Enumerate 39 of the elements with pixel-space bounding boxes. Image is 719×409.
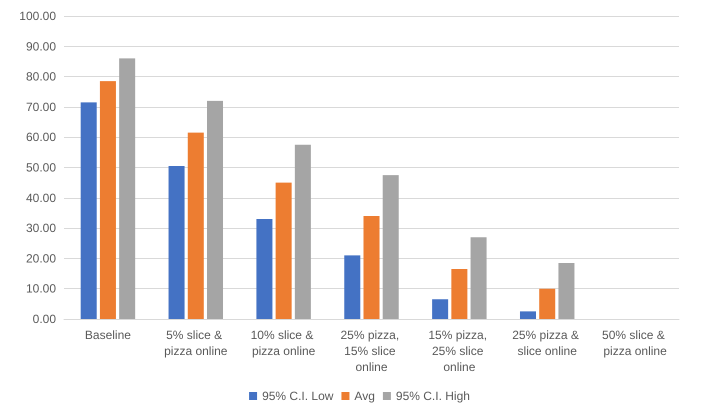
bar	[451, 269, 468, 319]
y-tick-label: 70.00	[26, 100, 56, 114]
y-tick-label: 60.00	[26, 130, 56, 144]
bar	[520, 311, 536, 319]
bar	[363, 216, 380, 319]
bar	[382, 175, 399, 319]
bar	[558, 262, 574, 319]
legend-label: 95% C.I. High	[396, 389, 470, 403]
y-tick-label: 0.00	[32, 312, 56, 326]
x-tick-label: Baseline	[84, 328, 132, 342]
bar	[100, 81, 116, 319]
bar	[539, 288, 556, 319]
bar	[276, 182, 292, 319]
y-tick-label: 100.00	[19, 9, 56, 23]
y-tick-label: 80.00	[26, 70, 56, 84]
bar	[470, 237, 487, 319]
y-tick-label: 10.00	[26, 282, 56, 296]
bar	[119, 58, 136, 319]
x-tick-label: 50% slice & pizza online	[602, 328, 668, 358]
bar	[256, 219, 272, 319]
bar	[294, 144, 311, 319]
bar	[344, 255, 360, 319]
y-tick-label: 30.00	[26, 221, 56, 236]
bar	[188, 132, 204, 319]
y-tick-label: 40.00	[26, 190, 56, 205]
x-tick-label: 5% slice & pizza online	[164, 328, 228, 358]
x-tick-label: 15% pizza, 25% slice online	[428, 328, 490, 374]
y-tick-label: 20.00	[26, 251, 56, 266]
legend-label: Avg	[354, 389, 375, 403]
bar	[207, 100, 224, 319]
y-tick-label: 90.00	[26, 39, 56, 54]
x-tick-label: 25% pizza & slice online	[512, 328, 582, 358]
x-tick-label: 25% pizza, 15% slice online	[340, 328, 403, 374]
x-tick-label: 10% slice & pizza online	[250, 328, 317, 358]
bar	[432, 299, 448, 319]
bar	[80, 102, 97, 319]
legend-label: 95% C.I. Low	[262, 389, 334, 403]
y-tick-label: 50.00	[26, 160, 56, 174]
bar	[168, 166, 185, 319]
